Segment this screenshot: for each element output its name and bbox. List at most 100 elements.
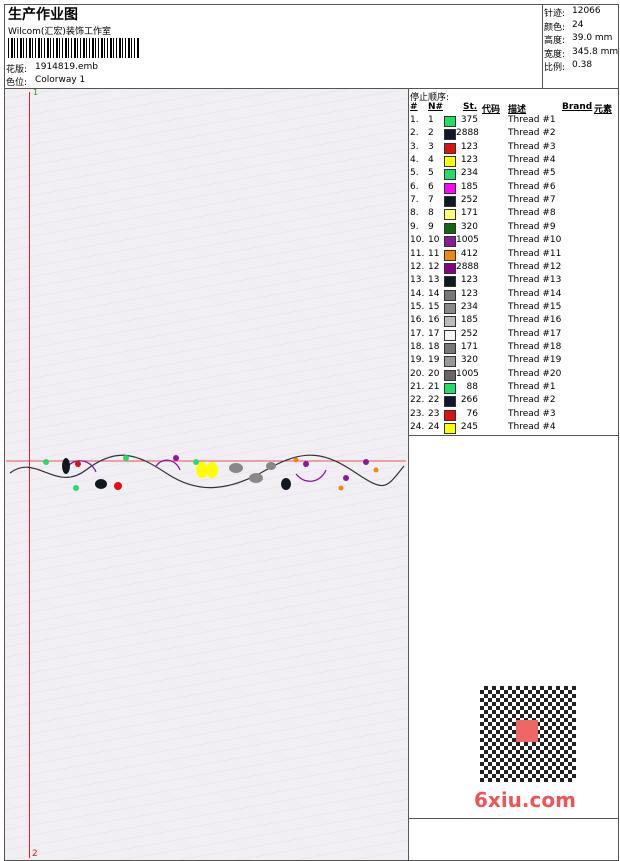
stat-value: 0.38	[572, 60, 593, 70]
row-number: 22.	[410, 395, 425, 406]
needle: 7	[428, 195, 434, 206]
row-number: 12.	[410, 261, 425, 272]
row-number: 3.	[410, 141, 419, 152]
description: Thread #3	[508, 141, 556, 152]
row-number: 10.	[410, 235, 425, 246]
stitches: 412	[460, 248, 478, 259]
needle: 9	[428, 221, 434, 232]
stat-label: 高度:	[544, 36, 566, 46]
table-divider	[408, 435, 619, 436]
color-swatch	[444, 209, 456, 221]
ruler-line	[29, 92, 30, 858]
description: Thread #6	[508, 181, 556, 192]
column-header: St.	[463, 102, 478, 112]
color-swatch	[444, 116, 456, 127]
stitches: 123	[460, 141, 478, 152]
color-swatch	[444, 383, 456, 394]
stat-label: 宽度:	[544, 49, 566, 60]
stitches: 252	[460, 328, 478, 339]
stitches: 320	[460, 355, 478, 366]
stitches: 2888	[456, 128, 479, 139]
barcode	[8, 38, 140, 58]
stitches: 1005	[456, 235, 479, 246]
stat-value: 39.0 mm	[572, 33, 613, 43]
stat-label: 颜色:	[544, 22, 566, 33]
description: Thread #15	[508, 301, 562, 312]
needle: 5	[428, 168, 434, 179]
description: Thread #10	[508, 235, 562, 246]
color-swatch	[444, 302, 456, 314]
stitches: 171	[460, 208, 478, 219]
row-number: 20.	[410, 368, 425, 379]
company: Wilcom(汇宏)装饰工作室	[8, 27, 111, 37]
color-swatch	[444, 396, 456, 408]
description: Thread #18	[508, 341, 562, 352]
stitches: 123	[460, 288, 478, 299]
description: Thread #9	[508, 221, 556, 232]
needle: 12	[428, 261, 440, 272]
needle: 4	[428, 155, 434, 166]
color-swatch	[444, 342, 456, 354]
design: 1914819.emb	[35, 62, 98, 72]
stitches: 266	[460, 395, 478, 406]
stop-title: 停止顺序:	[410, 93, 450, 103]
row-number: 6.	[410, 181, 419, 192]
column-header: #	[410, 102, 418, 112]
needle: 3	[428, 141, 434, 152]
color-swatch	[444, 369, 456, 381]
embroidery-design	[6, 454, 406, 491]
description: Thread #13	[508, 275, 562, 286]
row-number: 23.	[410, 408, 425, 419]
description: Thread #2	[508, 128, 556, 139]
row-number: 17.	[410, 328, 425, 339]
description: Thread #19	[508, 355, 562, 366]
row-number: 4.	[410, 155, 419, 166]
needle: 24	[428, 422, 440, 433]
needle: 20	[428, 368, 440, 379]
color-swatch	[444, 423, 456, 435]
stitches: 123	[460, 155, 478, 166]
needle: 22	[428, 395, 440, 406]
color-swatch	[444, 182, 456, 194]
ruler-start: 1	[33, 88, 39, 97]
stitches: 234	[460, 301, 478, 312]
description: Thread #4	[508, 155, 556, 166]
row-number: 14.	[410, 288, 425, 299]
row-number: 15.	[410, 301, 425, 312]
colorway: Colorway 1	[35, 75, 86, 85]
color-swatch	[444, 249, 456, 261]
column-header: 代码	[482, 105, 501, 115]
color-swatch	[444, 129, 456, 141]
color-swatch	[444, 156, 456, 168]
color-swatch	[444, 222, 456, 234]
description: Thread #2	[508, 395, 556, 406]
needle: 11	[428, 248, 440, 259]
row-number: 1.	[410, 115, 419, 125]
description: Thread #3	[508, 408, 556, 419]
stitches: 234	[460, 168, 478, 179]
needle: 14	[428, 288, 440, 299]
stitches: 252	[460, 195, 478, 206]
row-number: 8.	[410, 208, 419, 219]
needle: 21	[428, 382, 440, 392]
needle: 18	[428, 341, 440, 352]
description: Thread #7	[508, 195, 556, 206]
row-number: 18.	[410, 341, 425, 352]
color-swatch	[444, 316, 456, 328]
description: Thread #8	[508, 208, 556, 219]
needle: 10	[428, 235, 440, 246]
watermark: 6xiu.com	[474, 788, 576, 812]
colorway-label: 色位:	[6, 78, 28, 88]
color-swatch	[444, 289, 456, 301]
title: 生产作业图	[8, 7, 78, 23]
stitches: 88	[466, 382, 478, 392]
stitches: 76	[466, 408, 478, 419]
description: Thread #1	[508, 115, 556, 125]
qr-code	[472, 680, 584, 790]
description: Thread #4	[508, 422, 556, 433]
column-header: N#	[428, 102, 444, 112]
column-header: 描述	[508, 105, 527, 115]
description: Thread #14	[508, 288, 562, 299]
needle: 1	[428, 115, 434, 125]
